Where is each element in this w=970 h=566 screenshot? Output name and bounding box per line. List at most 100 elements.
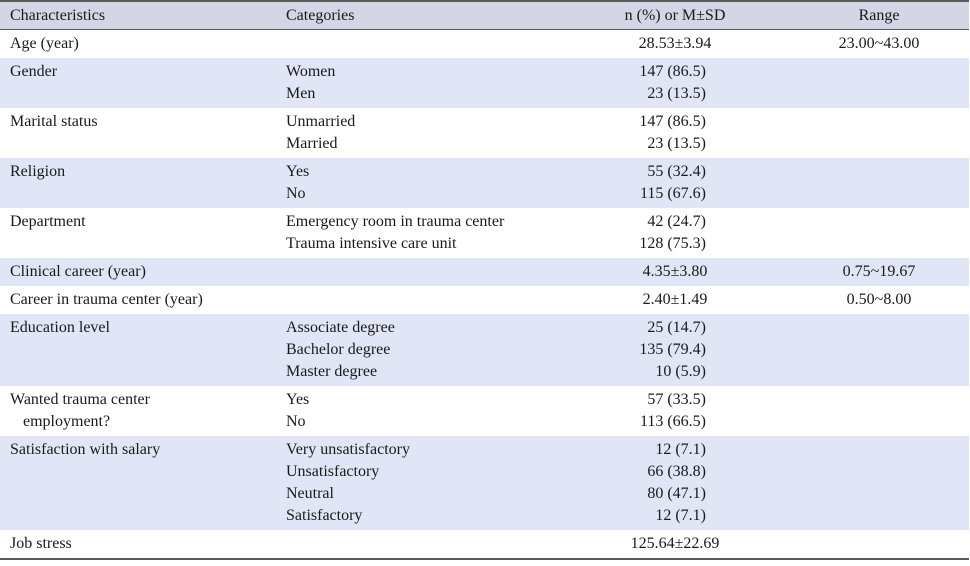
- characteristic-cell: Religion: [0, 158, 276, 208]
- table-row: Gender Women Men 147 (86.5) 23 (13.5): [0, 58, 969, 108]
- category-label: Emergency room in trauma center: [286, 213, 505, 230]
- range-text: 0.75~19.67: [842, 263, 916, 280]
- value-cell: 147 (86.5) 23 (13.5): [561, 108, 789, 158]
- value-text: 42 (24.7): [647, 213, 706, 230]
- characteristic-label: Clinical career (year): [10, 263, 146, 280]
- category-cell: Emergency room in trauma center Trauma in…: [276, 208, 561, 258]
- value-text: 125.64±22.69: [630, 535, 720, 552]
- value-text: 12 (7.1): [655, 507, 706, 524]
- characteristic-label: Career in trauma center (year): [10, 291, 203, 308]
- category-label: Bachelor degree: [286, 341, 391, 358]
- characteristic-cell: Marital status: [0, 108, 276, 158]
- table-row: Satisfaction with salary Very unsatisfact…: [0, 436, 969, 530]
- value-text: 113 (66.5): [639, 413, 706, 430]
- header-n-percent: n (%) or M±SD: [561, 0, 789, 30]
- value-cell: 57 (33.5) 113 (66.5): [561, 386, 789, 436]
- value-text: 25 (14.7): [647, 319, 706, 336]
- category-cell: Associate degree Bachelor degree Master de…: [276, 314, 561, 386]
- characteristic-label: Job stress: [10, 535, 72, 552]
- category-label: Yes: [286, 391, 310, 408]
- characteristic-cell: Career in trauma center (year): [0, 286, 276, 314]
- value-text: 147 (86.5): [639, 113, 706, 130]
- table-header-row: Characteristics Categories n (%) or M±SD…: [0, 0, 969, 30]
- table-row: Religion Yes No 55 (32.4) 115 (67.6): [0, 158, 969, 208]
- value-text: 66 (38.8): [647, 463, 706, 480]
- characteristic-label: Religion: [10, 163, 66, 180]
- category-label: Unmarried: [286, 113, 356, 130]
- range-text: 0.50~8.00: [846, 291, 912, 308]
- table-row: Department Emergency room in trauma cente…: [0, 208, 969, 258]
- category-label: Very unsatisfactory: [286, 441, 410, 458]
- characteristic-label: Age (year): [10, 35, 79, 52]
- category-cell: [276, 30, 561, 59]
- category-label: Trauma intensive care unit: [286, 235, 457, 252]
- characteristic-cell: Department: [0, 208, 276, 258]
- characteristic-label: Wanted trauma center: [10, 391, 150, 408]
- range-cell: [789, 108, 969, 158]
- value-text: 23 (13.5): [647, 85, 706, 102]
- range-cell: [789, 530, 969, 560]
- characteristic-cell: Clinical career (year): [0, 258, 276, 286]
- range-text: 23.00~43.00: [838, 35, 920, 52]
- range-cell: [789, 386, 969, 436]
- header-range: Range: [789, 0, 969, 30]
- characteristic-label: Gender: [10, 63, 58, 80]
- category-label: Unsatisfactory: [286, 463, 380, 480]
- category-cell: [276, 258, 561, 286]
- header-categories: Categories: [276, 0, 561, 30]
- category-label: Associate degree: [286, 319, 395, 336]
- category-label: [286, 289, 561, 311]
- category-label: [286, 533, 561, 555]
- characteristic-cell: Education level: [0, 314, 276, 386]
- range-cell: [789, 58, 969, 108]
- range-cell: 0.50~8.00: [789, 286, 969, 314]
- value-text: 55 (32.4): [647, 163, 706, 180]
- value-text: 80 (47.1): [647, 485, 706, 502]
- characteristic-cell: Job stress: [0, 530, 276, 560]
- table-row: Career in trauma center (year) 2.40±1.49…: [0, 286, 969, 314]
- value-cell: 42 (24.7) 128 (75.3): [561, 208, 789, 258]
- value-cell: 125.64±22.69: [561, 530, 789, 560]
- category-label: No: [286, 185, 306, 202]
- category-label: No: [286, 413, 306, 430]
- range-cell: 23.00~43.00: [789, 30, 969, 59]
- category-cell: Very unsatisfactory Unsatisfactory Neutral…: [276, 436, 561, 530]
- value-text: 135 (79.4): [639, 341, 706, 358]
- category-cell: Women Men: [276, 58, 561, 108]
- category-label: [286, 33, 561, 55]
- characteristic-label: Marital status: [10, 113, 98, 130]
- value-text: 4.35±3.80: [642, 263, 708, 280]
- characteristic-label: Education level: [10, 319, 110, 336]
- range-cell: [789, 436, 969, 530]
- characteristic-cell: Wanted trauma center employment?: [0, 386, 276, 436]
- table-row: Age (year) 28.53±3.94 23.00~43.00: [0, 29, 969, 59]
- value-text: 115 (67.6): [639, 185, 706, 202]
- category-label: [286, 261, 561, 283]
- table-row: Job stress 125.64±22.69: [0, 530, 969, 560]
- table-row: Wanted trauma center employment? Yes No 57 (…: [0, 386, 969, 436]
- category-label: Yes: [286, 163, 310, 180]
- range-cell: [789, 208, 969, 258]
- category-cell: [276, 286, 561, 314]
- characteristic-cell: Satisfaction with salary: [0, 436, 276, 530]
- value-cell: 25 (14.7) 135 (79.4) 10 (5.9): [561, 314, 789, 386]
- characteristic-cell: Gender: [0, 58, 276, 108]
- value-text: 23 (13.5): [647, 135, 706, 152]
- category-label: Women: [286, 63, 336, 80]
- value-cell: 147 (86.5) 23 (13.5): [561, 58, 789, 108]
- category-label: Neutral: [286, 485, 334, 502]
- category-cell: Yes No: [276, 158, 561, 208]
- value-cell: 4.35±3.80: [561, 258, 789, 286]
- range-cell: 0.75~19.67: [789, 258, 969, 286]
- characteristic-cell: Age (year): [0, 30, 276, 59]
- value-cell: 55 (32.4) 115 (67.6): [561, 158, 789, 208]
- range-cell: [789, 158, 969, 208]
- value-text: 28.53±3.94: [638, 35, 712, 52]
- range-cell: [789, 314, 969, 386]
- value-cell: 12 (7.1) 66 (38.8) 80 (47.1) 12 (7.1): [561, 436, 789, 530]
- table-row: Marital status Unmarried Married 147 (86.5)…: [0, 108, 969, 158]
- value-text: 57 (33.5): [647, 391, 706, 408]
- value-text: 12 (7.1): [655, 441, 706, 458]
- category-cell: [276, 530, 561, 560]
